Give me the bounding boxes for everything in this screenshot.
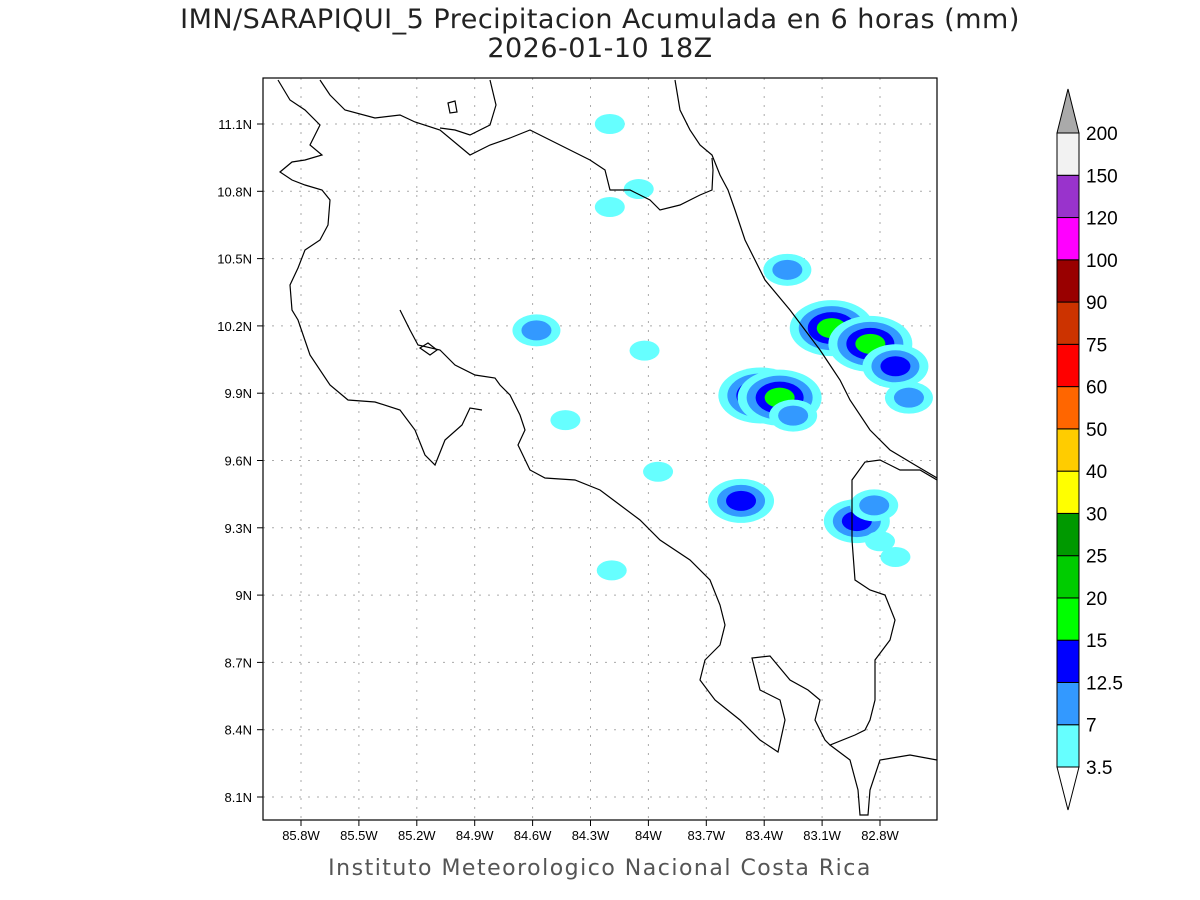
legend-swatch [1056, 217, 1080, 261]
lat-tick-label: 9.6N [225, 454, 252, 469]
precip-cell [880, 546, 911, 567]
legend-label: 40 [1086, 462, 1107, 483]
coastline [277, 79, 937, 816]
lon-tick-label: 84.9W [456, 828, 494, 843]
legend-under-arrow [1056, 766, 1080, 811]
lake-island [447, 100, 458, 114]
legend-label: 90 [1086, 293, 1107, 314]
lon-tick-label: 85.8W [282, 828, 320, 843]
precip-cell [594, 197, 625, 218]
legend-label: 25 [1086, 547, 1107, 568]
legend-swatch [1056, 132, 1080, 176]
legend-swatch [1056, 386, 1080, 430]
legend-swatch [1056, 259, 1080, 303]
legend-label: 3.5 [1086, 758, 1112, 779]
precip-cell [623, 179, 654, 200]
map-valid-time: 2026-01-10 18Z [487, 33, 713, 64]
legend-label: 7 [1086, 716, 1097, 737]
precip-cell [596, 560, 627, 581]
legend-label: 120 [1086, 209, 1118, 230]
nicaragua-pacific-coast [277, 79, 483, 467]
map-frame [262, 77, 938, 821]
color-legend: 3.5 7 12.5 15 20 25 30 40 50 60 75 90 100 120 150 200 [1056, 88, 1123, 811]
precip-cell [726, 490, 757, 511]
lat-tick-label: 8.7N [225, 655, 252, 670]
legend-label: 150 [1086, 166, 1118, 187]
precip-cell [629, 340, 660, 361]
axis-ticks: 85.8W 85.5W 85.2W 84.9W 84.6W 84.3W 84W 83.7W 83… [217, 117, 899, 843]
legend-label: 75 [1086, 335, 1107, 356]
legend-swatch [1056, 301, 1080, 345]
legend-swatch [1056, 512, 1080, 557]
lat-tick-label: 10.2N [217, 319, 252, 334]
nicaragua-border [319, 79, 714, 211]
legend-label: 30 [1086, 504, 1107, 525]
precip-cell [550, 410, 581, 431]
lon-tick-label: 84W [635, 828, 662, 843]
map-title: IMN/SARAPIQUI_5 Precipitacion Acumulada … [180, 4, 1020, 35]
legend-label: 20 [1086, 589, 1107, 610]
precip-cell [643, 461, 674, 482]
legend-over-arrow [1056, 88, 1080, 134]
lat-tick-label: 9.9N [225, 386, 252, 401]
legend-swatch [1056, 639, 1080, 683]
precip-cell [880, 356, 911, 377]
pacific-coast [399, 309, 937, 753]
footer-credit: Instituto Meteorologico Nacional Costa R… [328, 856, 872, 881]
legend-label: 100 [1086, 251, 1118, 272]
lon-tick-label: 83.1W [803, 828, 841, 843]
precip-cell [521, 320, 552, 341]
legend-label: 12.5 [1086, 673, 1123, 694]
lon-tick-label: 83.7W [688, 828, 726, 843]
lat-tick-label: 11.1N [218, 117, 252, 132]
lake-nicaragua-shore [439, 79, 497, 136]
precip-cell [865, 531, 895, 552]
legend-swatch [1056, 597, 1080, 641]
gulf-island [418, 342, 439, 356]
legend-label: 60 [1086, 378, 1107, 399]
legend-swatch [1056, 428, 1080, 472]
lon-tick-label: 82.8W [861, 828, 899, 843]
legend-swatch [1056, 681, 1080, 726]
legend-swatch [1056, 174, 1080, 219]
legend-swatch [1056, 724, 1080, 768]
legend-label: 50 [1086, 420, 1107, 441]
map-gridlines [263, 78, 937, 820]
lon-tick-label: 83.4W [745, 828, 783, 843]
lon-tick-label: 84.3W [572, 828, 610, 843]
lat-tick-label: 9N [235, 588, 252, 603]
lat-tick-label: 10.5N [217, 252, 252, 267]
precip-cell [772, 259, 803, 280]
legend-swatch [1056, 470, 1080, 514]
lat-tick-label: 9.3N [225, 521, 252, 536]
legend-label: 15 [1086, 631, 1107, 652]
precip-cell [893, 387, 924, 408]
precip-cell [594, 114, 625, 134]
lat-tick-label: 10.8N [217, 184, 252, 199]
lon-tick-label: 85.5W [340, 828, 378, 843]
precip-cell [859, 495, 890, 516]
legend-swatch [1056, 343, 1080, 388]
lat-tick-label: 8.4N [225, 723, 252, 738]
lon-tick-label: 84.6W [514, 828, 552, 843]
precip-shading [512, 114, 988, 581]
panama-border [829, 744, 937, 816]
legend-label-top: 200 [1086, 124, 1118, 145]
lat-tick-label: 8.1N [225, 790, 252, 805]
caribbean-coast [674, 79, 937, 479]
lon-tick-label: 85.2W [398, 828, 436, 843]
legend-swatch [1056, 555, 1080, 599]
precip-cell [778, 405, 809, 426]
precip-cell [958, 507, 988, 527]
